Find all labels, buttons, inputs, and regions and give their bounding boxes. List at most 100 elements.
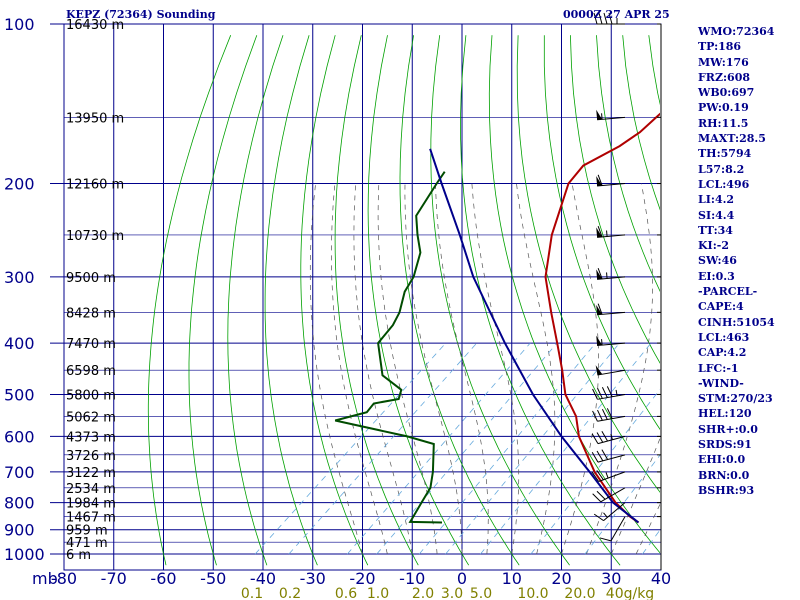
height-label: 9500 m (66, 271, 116, 286)
wind-barbs (591, 12, 662, 570)
pressure-tick-label: 300 (4, 268, 35, 287)
wind-barb-flag (598, 12, 603, 25)
dry-adiabat (264, 35, 318, 566)
wind-barb (596, 226, 626, 238)
index-item: KI:-2 (698, 239, 729, 253)
mixing-ratio-line (418, 342, 596, 555)
pressure-tick-label: 400 (4, 334, 35, 353)
wind-barb-half-flag (610, 433, 613, 440)
dry-adiabat (334, 35, 419, 566)
wind-barb-flag (608, 12, 613, 25)
wind-barb (591, 430, 626, 445)
moist-adiabat (309, 183, 363, 555)
wind-barb (591, 449, 626, 463)
height-label: 7470 m (66, 337, 116, 352)
index-item: TP:186 (698, 40, 742, 54)
index-item: LI:4.2 (698, 193, 735, 207)
wind-barb-flag (601, 387, 608, 398)
wind-barb-flag (593, 513, 604, 522)
wind-barb-flag (597, 387, 603, 399)
index-item: TH:5794 (698, 147, 752, 161)
wind-barb-flag (596, 450, 604, 462)
height-label: 959 m (66, 524, 108, 539)
height-label: 2534 m (66, 482, 116, 497)
index-item: PW:0.19 (698, 101, 749, 115)
mixing-ratio-line (376, 342, 558, 555)
moist-adiabat (516, 183, 556, 555)
temperature-tick-label: -50 (200, 569, 226, 588)
wind-barb-flag (596, 470, 604, 481)
index-item: BRN:0.0 (698, 468, 750, 482)
index-item: SHR+:0.0 (698, 422, 758, 436)
wind-barb-flag (592, 388, 598, 400)
index-item: SRDS:91 (698, 438, 752, 452)
mixing-ratio-label: 0.2 (279, 586, 301, 600)
wind-barb-flag (593, 12, 598, 25)
dry-adiabat (300, 35, 369, 566)
height-label: 16430 m (66, 18, 124, 33)
height-label: 12160 m (66, 178, 124, 193)
wind-barb (591, 470, 626, 482)
moist-adiabat (561, 183, 599, 555)
wind-barb-half-flag (605, 472, 609, 479)
mixing-ratio-label: 5.0 (470, 586, 492, 600)
temperature-tick-label: -40 (250, 569, 276, 588)
wind-barb (592, 408, 626, 422)
temperature-tick-label: 40 (651, 569, 671, 588)
wind-barb-flag (601, 430, 609, 442)
temperature-tick-label: 30 (601, 569, 621, 588)
mixing-ratio-label: 2.0 (412, 586, 434, 600)
wind-barb-staff (603, 502, 626, 522)
dry-adiabat (596, 35, 660, 292)
wind-barb (593, 12, 625, 25)
index-item: LCL:496 (698, 177, 750, 191)
mixing-ratio-line (254, 342, 447, 555)
sounding-title: KEPZ (72364) Sounding (66, 8, 216, 21)
wind-barb-flag (597, 409, 603, 421)
dry-adiabat (147, 35, 232, 566)
temperature-tick-label: -60 (150, 569, 176, 588)
height-label: 3122 m (66, 466, 116, 481)
wind-barb-flag (597, 174, 603, 186)
mixing-ratio-label: 3.0 (441, 586, 463, 600)
index-item: STM:270/23 (698, 392, 773, 406)
dry-adiabat (367, 35, 470, 566)
temperature-tick-label: -80 (51, 569, 77, 588)
dry-adiabat (460, 35, 621, 566)
pressure-tick-label: 100 (4, 15, 35, 34)
mixing-ratio-line (347, 342, 531, 555)
wind-barb-staff (597, 369, 626, 376)
wind-barb (599, 516, 626, 542)
index-item: CAP:4.2 (698, 346, 747, 360)
wind-barb-flag (591, 433, 599, 444)
dry-adiabat (227, 35, 284, 566)
wind-barb-pennant (595, 365, 603, 376)
mixing-ratio-label: 0.1 (241, 586, 263, 600)
wind-barb-half-flag (606, 230, 608, 237)
height-label: 471 m (66, 536, 108, 551)
mixing-ratio-line (530, 388, 660, 555)
moist-adiabat (404, 183, 463, 554)
index-item: WB0:697 (698, 86, 755, 100)
height-label: 6 m (66, 548, 91, 563)
wind-barb (596, 335, 626, 347)
wind-barb-flag (597, 226, 603, 238)
wind-barb-flag (596, 432, 604, 443)
dry-adiabat (543, 35, 660, 430)
moist-adiabat (471, 183, 520, 555)
wind-barb (592, 487, 626, 503)
mixing-ratio-line (480, 342, 652, 555)
temperature-tick-label: 10 (502, 569, 522, 588)
wind-barb-flag (601, 408, 608, 420)
dry-adiabat (399, 35, 520, 566)
index-item: HEL:120 (698, 407, 752, 421)
mixing-ratio-label: 10.0 (517, 586, 548, 600)
index-item: CINH:51054 (698, 315, 775, 329)
height-label: 13950 m (66, 111, 124, 126)
mixing-ratio-label: 0.6 (335, 586, 357, 600)
wind-barb-flag (601, 449, 609, 460)
wind-barb-pennant (596, 304, 603, 315)
wind-barb-flag (592, 493, 602, 503)
index-item: -PARCEL- (698, 285, 758, 299)
